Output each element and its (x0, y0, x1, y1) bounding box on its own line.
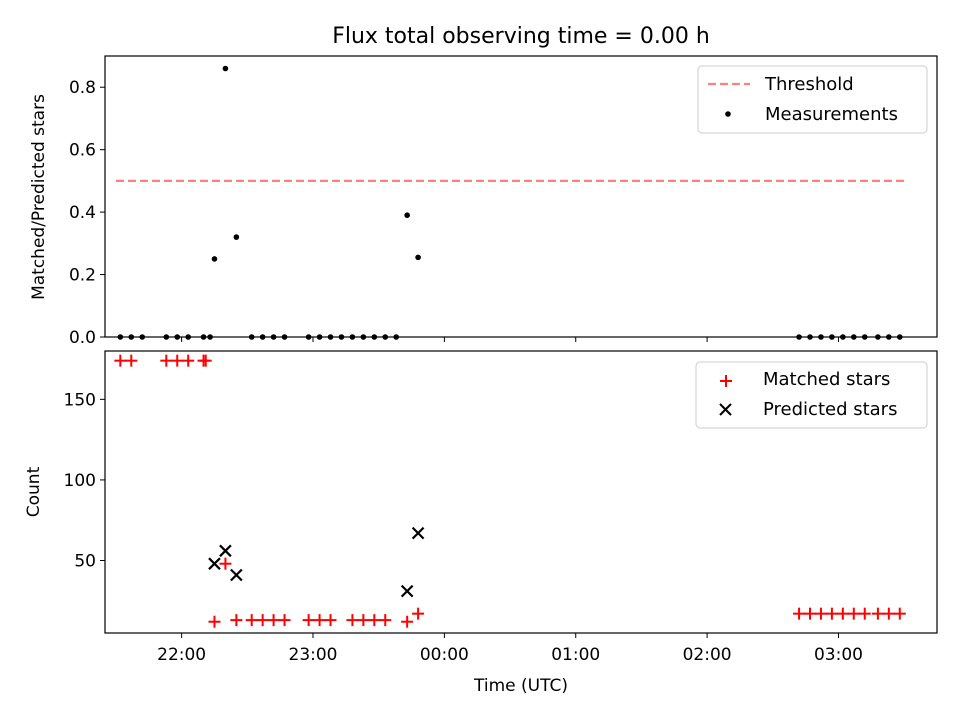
bottom-xtick-label: 23:00 (289, 645, 338, 665)
top-ytick-label: 0.2 (69, 266, 96, 286)
top-ytick-label: 0.0 (69, 328, 96, 348)
bottom-ytick-label: 150 (64, 390, 96, 410)
top-ytick-label: 0.8 (69, 78, 96, 98)
bottom-legend: Matched stars Predicted stars (695, 361, 928, 429)
matched-star-point (814, 607, 827, 620)
top-axes-frame (104, 55, 938, 338)
bottom-xtick-label: 01:00 (551, 645, 600, 665)
legend-measurement-dot-icon (725, 111, 731, 117)
bottom-ytick-label: 100 (64, 471, 96, 491)
matched-star-point (230, 614, 243, 627)
measurement-point (404, 212, 410, 219)
bottom-xtick-label: 22:00 (157, 645, 206, 665)
legend-predicted-x-icon (719, 403, 732, 416)
bottom-axes-frame (104, 350, 938, 634)
top-ytick-label: 0.6 (69, 141, 96, 161)
matched-star-point (847, 607, 860, 620)
matched-star-point (804, 607, 817, 620)
top-ytick-label: 0.4 (69, 203, 96, 223)
matched-star-point (346, 614, 359, 627)
matched-star-point (208, 615, 221, 628)
matched-star-point (893, 607, 906, 620)
bottom-xlabel: Time (UTC) (473, 676, 568, 696)
predicted-star-point (411, 526, 425, 540)
matched-star-point (171, 354, 184, 367)
matched-star-point (401, 615, 414, 628)
matched-star-point (267, 614, 280, 627)
predicted-star-point (219, 544, 232, 558)
matched-star-point (245, 614, 258, 627)
matched-star-point (256, 614, 269, 627)
star-count-plot: 50 100 150 22:00 23:00 00:00 01:00 02:00 03:00 (64, 350, 938, 665)
legend-matched-label: Matched stars (763, 369, 890, 390)
matched-star-point (219, 557, 232, 570)
legend-measurements-label: Measurements (765, 104, 898, 125)
legend-threshold-label: Threshold (764, 74, 854, 95)
bottom-xtick-label: 03:00 (814, 645, 863, 665)
bottom-ytick-label: 50 (74, 551, 96, 571)
flux-ratio-plot: 0.0 0.2 0.4 0.6 0.8 (69, 55, 938, 348)
chart-title: Flux total observing time = 0.00 h (332, 24, 710, 49)
matched-star-point (125, 354, 138, 367)
matched-star-point (324, 614, 337, 627)
predicted-star-point (208, 557, 221, 570)
bottom-xtick-label: 02:00 (683, 645, 732, 665)
measurement-point (415, 254, 421, 261)
predicted-star-point (400, 584, 414, 598)
legend-matched-plus-icon (720, 375, 732, 387)
matched-star-point (379, 614, 392, 627)
matched-star-point (182, 354, 195, 367)
matched-star-point (357, 614, 370, 627)
predicted-star-point (230, 568, 243, 582)
matched-star-point (858, 607, 871, 620)
matched-star-point (114, 354, 127, 367)
matched-star-point (836, 607, 849, 620)
matched-star-point (160, 354, 173, 367)
bottom-xtick-label: 00:00 (420, 645, 469, 665)
top-legend-box (697, 65, 928, 134)
measurement-point (222, 65, 229, 72)
top-ylabel: Matched/Predicted stars (29, 94, 49, 300)
matched-star-point (825, 607, 838, 620)
matched-star-point (882, 607, 895, 620)
bottom-legend-box (695, 361, 928, 429)
matched-star-point (302, 614, 315, 627)
top-legend: Threshold Measurements (697, 65, 928, 134)
measurement-point (211, 256, 218, 262)
matched-star-point (412, 607, 425, 620)
matched-star-point (278, 614, 291, 627)
matched-star-point (871, 607, 884, 620)
legend-predicted-label: Predicted stars (763, 399, 897, 420)
matched-star-point (313, 614, 326, 627)
measurement-point (233, 234, 240, 240)
matched-star-point (793, 607, 806, 620)
matched-star-point (368, 614, 381, 627)
bottom-ylabel: Count (24, 466, 44, 517)
matched-star-point (199, 354, 212, 367)
